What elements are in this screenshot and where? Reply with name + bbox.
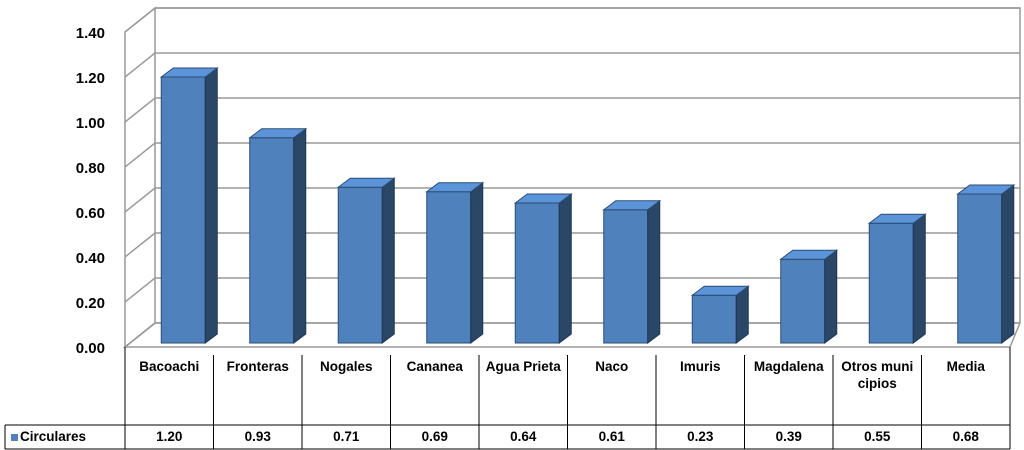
bar-top xyxy=(779,249,839,260)
legend-marker xyxy=(11,434,18,441)
bar-front xyxy=(337,186,383,344)
y-tick-label: 0.80 xyxy=(76,160,105,177)
bar-side xyxy=(470,181,484,344)
bar-side xyxy=(558,193,572,344)
x-tick-label: Magdalena xyxy=(753,359,824,374)
bar-top xyxy=(248,128,308,139)
grid-line xyxy=(124,187,1020,213)
grid-line xyxy=(124,277,1020,303)
bar-top xyxy=(336,177,396,188)
data-label: 0.69 xyxy=(421,429,448,444)
grid-line xyxy=(124,97,1020,123)
bar-side xyxy=(824,249,838,344)
bar-top xyxy=(159,67,219,78)
bar-front xyxy=(780,258,826,344)
bar-top xyxy=(425,182,485,193)
grid-line xyxy=(124,142,1020,168)
x-tick-label: Fronteras xyxy=(226,359,289,374)
bar-top xyxy=(867,213,927,224)
y-tick-label: 1.00 xyxy=(76,115,105,132)
bar-top xyxy=(602,200,662,211)
bar-top xyxy=(690,285,750,296)
bar-front xyxy=(160,76,206,344)
bar-front xyxy=(249,137,295,344)
bar-side xyxy=(912,213,926,344)
bar-front xyxy=(957,193,1003,344)
bar-front xyxy=(691,294,737,344)
grid-line xyxy=(124,7,1020,33)
legend-label: Circulares xyxy=(20,429,87,444)
grid-line xyxy=(124,52,1020,78)
bar-front xyxy=(603,209,649,344)
x-tick-label: Agua Prieta xyxy=(485,359,561,374)
bar-front xyxy=(868,222,914,344)
y-tick-label: 0.40 xyxy=(76,250,105,267)
data-label: 0.71 xyxy=(333,429,360,444)
data-label: 0.68 xyxy=(952,429,979,444)
x-tick-label: Imuris xyxy=(679,359,721,374)
x-tick-label: Bacoachi xyxy=(139,359,200,374)
y-tick-label: 1.20 xyxy=(76,70,105,87)
data-label: 0.23 xyxy=(687,429,714,444)
bar-side xyxy=(735,285,749,344)
x-tick-label: Media xyxy=(946,359,985,374)
x-tick-label: Nogales xyxy=(319,359,373,374)
data-label: 0.64 xyxy=(510,429,537,444)
bar-side xyxy=(204,67,218,344)
x-tick-label: Naco xyxy=(595,359,629,374)
bar-front xyxy=(514,202,560,344)
bar-side xyxy=(293,127,307,344)
y-tick-label: 1.40 xyxy=(76,25,105,42)
y-tick-label: 0.00 xyxy=(76,340,105,357)
data-label: 1.20 xyxy=(156,429,183,444)
bar-side xyxy=(381,177,395,344)
bar-top xyxy=(956,184,1016,195)
bar-side xyxy=(1001,184,1015,344)
y-tick-label: 0.20 xyxy=(76,295,105,312)
y-tick-label: 0.60 xyxy=(76,205,105,222)
grid-line xyxy=(124,232,1020,258)
data-label: 0.39 xyxy=(775,429,802,444)
data-label: 0.61 xyxy=(598,429,625,444)
bar-top xyxy=(513,193,573,204)
data-label: 0.55 xyxy=(864,429,891,444)
data-label: 0.93 xyxy=(244,429,271,444)
bar-front xyxy=(426,191,472,344)
x-tick-label: Otros municipios xyxy=(841,359,914,391)
x-tick-label: Cananea xyxy=(406,359,463,374)
bar-side xyxy=(647,199,661,344)
